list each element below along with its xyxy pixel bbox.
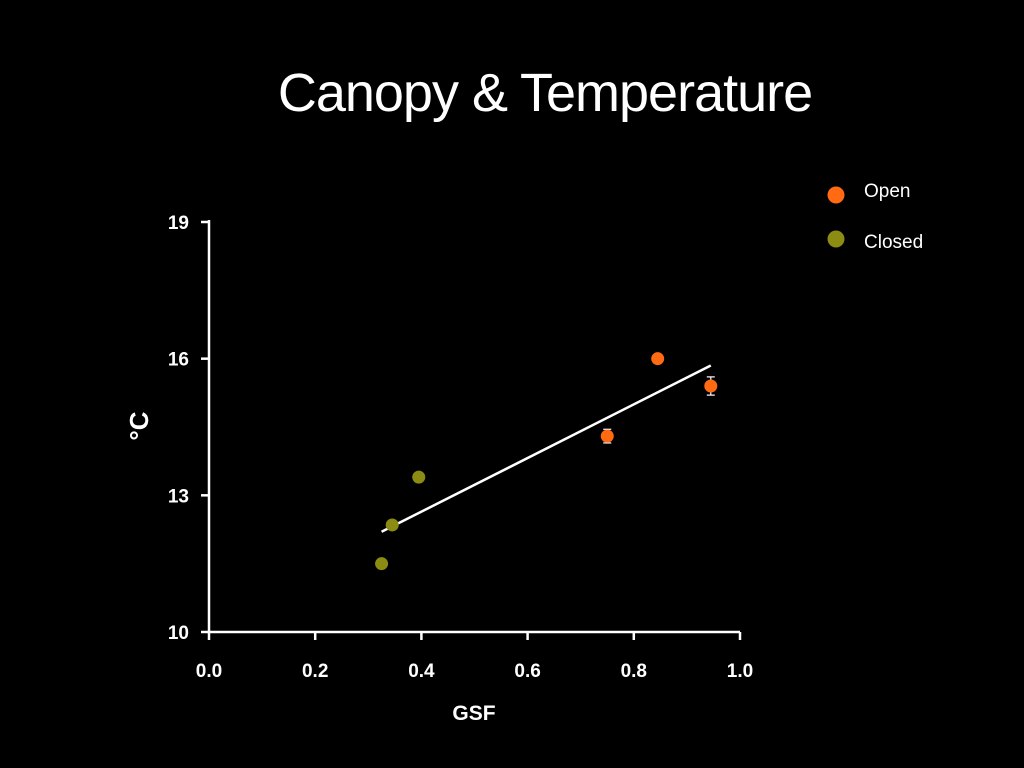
y-tick-label: 19 xyxy=(168,213,189,234)
x-tick-label: 0.0 xyxy=(196,661,222,682)
legend-label-closed: Closed xyxy=(864,232,923,253)
trendline-layer xyxy=(381,364,712,533)
y-axis-ticks: 10 13 16 19 xyxy=(168,213,209,644)
x-tick-label: 0.8 xyxy=(621,661,647,682)
slide-title: Canopy & Temperature xyxy=(277,63,813,123)
legend-marker-open xyxy=(827,186,845,204)
legend: Open Closed xyxy=(827,181,923,253)
trendline xyxy=(381,364,712,533)
legend-label-open: Open xyxy=(864,181,910,202)
x-tick-label: 1.0 xyxy=(727,661,753,682)
x-tick-label: 0.6 xyxy=(514,661,540,682)
y-tick-label: 13 xyxy=(168,486,189,507)
data-points-layer xyxy=(375,352,718,571)
x-tick-label: 0.4 xyxy=(408,661,435,682)
y-tick-label: 16 xyxy=(168,350,189,371)
x-axis-ticks: 0.0 0.2 0.4 0.6 0.8 1.0 xyxy=(196,632,753,682)
x-tick-label: 0.2 xyxy=(302,661,328,682)
y-axis-title: °C xyxy=(124,411,154,440)
y-tick-label: 10 xyxy=(168,623,189,644)
legend-item-closed: Closed xyxy=(827,230,923,253)
data-point-open xyxy=(600,429,614,443)
data-point-closed xyxy=(412,470,426,484)
data-point-open xyxy=(651,352,665,366)
x-axis-title: GSF xyxy=(452,702,495,725)
legend-item-open: Open xyxy=(827,181,910,204)
data-point-open xyxy=(704,379,718,393)
data-point-closed xyxy=(385,518,399,532)
legend-marker-closed xyxy=(827,230,845,248)
data-point-closed xyxy=(375,557,389,571)
